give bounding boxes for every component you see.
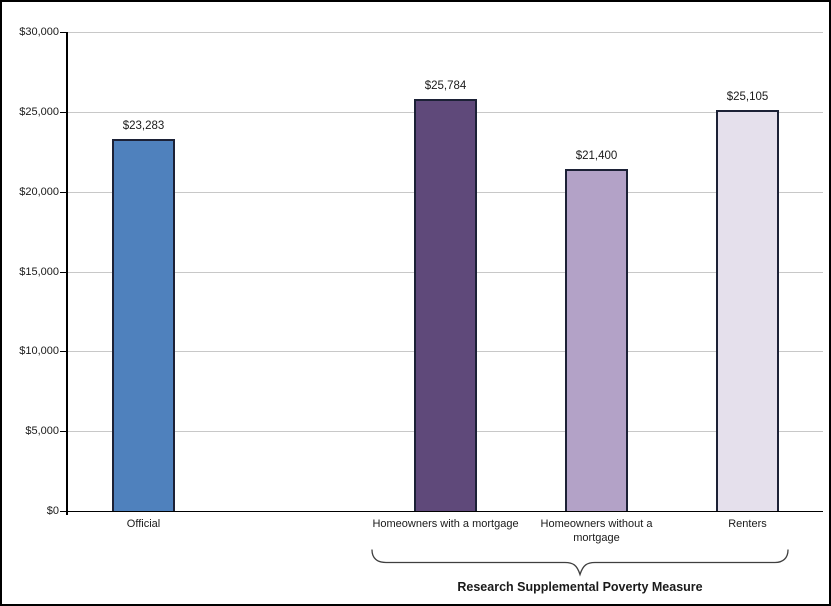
bar-official (112, 139, 175, 511)
data-label-renters: $25,105 (726, 91, 769, 104)
data-label-official: $23,283 (122, 120, 165, 133)
y-tick-label: $5,000 (25, 425, 59, 438)
gridline (67, 32, 823, 33)
category-label-homeowners-with-mortgage: Homeowners with a mortgage (372, 518, 519, 530)
y-tick-mark (60, 271, 67, 273)
group-brace (371, 549, 789, 577)
y-axis-line (66, 32, 68, 515)
bar-homeowners-with-mortgage (414, 99, 477, 511)
data-label-homeowners-without-mortgage: $21,400 (575, 150, 618, 163)
category-label-homeowners-without-mortgage: Homeowners without a mortgage (540, 518, 653, 544)
y-tick-label: $20,000 (19, 185, 59, 198)
y-tick-label: $30,000 (19, 26, 59, 38)
y-tick-mark (60, 191, 67, 193)
y-tick-label: $0 (46, 505, 59, 517)
bar-homeowners-without-mortgage (565, 169, 628, 511)
y-tick-label: $15,000 (19, 265, 59, 278)
y-tick-label: $10,000 (19, 345, 59, 358)
y-tick-mark (60, 32, 67, 33)
bar-renters (716, 110, 779, 511)
x-axis-line (66, 511, 823, 512)
y-tick-label: $25,000 (19, 105, 59, 118)
group-label-research-spm: Research Supplemental Poverty Measure (457, 580, 703, 594)
y-tick-mark (60, 431, 67, 433)
category-label-renters: Renters (728, 518, 767, 530)
category-label-official: Official (126, 518, 161, 530)
y-tick-mark (60, 511, 67, 512)
y-tick-mark (60, 351, 67, 353)
data-label-homeowners-with-mortgage: $25,784 (424, 80, 467, 93)
y-tick-mark (60, 111, 67, 113)
